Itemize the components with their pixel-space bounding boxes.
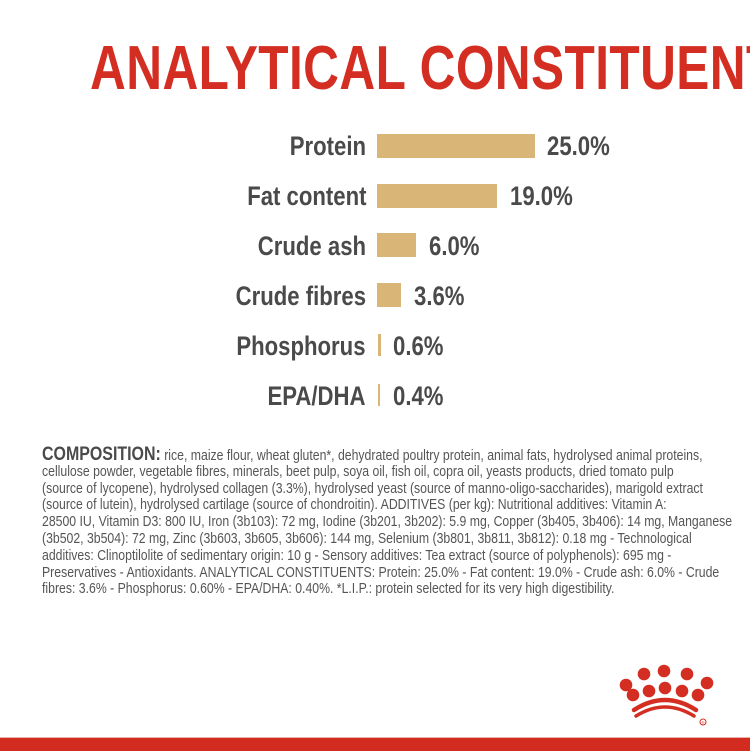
composition-line: COMPOSITION: rice, maize flour, wheat gl… [42,444,703,465]
chart-row-crude-ash: Crude ash 6.0% [0,231,750,261]
composition-line: cellulose powder, vegetable fibres, mine… [42,463,674,480]
row-label: Crude ash [257,231,366,261]
composition-line: (3b502, 3b504): 72 mg, Zinc (3b603, 3b60… [42,530,692,547]
title-container: ANALYTICAL CONSTITUENTS [0,36,750,102]
svg-text:®: ® [702,720,705,725]
row-value: 0.4% [393,381,444,411]
row-label: Protein [289,131,366,161]
page-title: ANALYTICAL CONSTITUENTS [90,34,750,103]
composition-line: (source of lutein), hydrolysed cartilage… [42,497,667,514]
row-label: Phosphorus [236,331,366,361]
composition-line: additives: Clinoptilolite of sedimentary… [42,547,672,564]
composition-line-text: rice, maize flour, wheat gluten*, dehydr… [160,448,703,464]
row-value: 19.0% [510,181,573,211]
chart-row-epa-dha: EPA/DHA 0.4% [0,381,750,411]
bar-crude-ash [377,233,416,257]
bar-crude-fibres [377,283,401,307]
composition-line: 28500 IU, Vitamin D3: 800 IU, Iron (3b10… [42,514,733,531]
row-value: 3.6% [414,281,465,311]
bar-phosphorus [378,334,381,356]
crown-icon: ® [619,664,714,726]
chart-row-crude-fibres: Crude fibres 3.6% [0,281,750,311]
composition-text: COMPOSITION: rice, maize flour, wheat gl… [42,444,742,598]
row-value: 25.0% [547,131,610,161]
bar-fat-content [377,184,497,208]
row-value: 6.0% [429,231,480,261]
row-label: Fat content [246,181,366,211]
brand-footer-bar [0,737,750,751]
chart-row-protein: Protein 25.0% [0,131,750,161]
chart-row-fat-content: Fat content 19.0% [0,181,750,211]
bar-epa-dha [378,384,380,406]
composition-line: Preservatives - Antioxidants. ANALYTICAL… [42,564,720,581]
chart-row-phosphorus: Phosphorus 0.6% [0,331,750,361]
row-value: 0.6% [393,331,444,361]
composition-line: (source of lycopene), hydrolysed collage… [42,480,703,497]
bar-protein [377,134,535,158]
brand-logo: ® [610,660,720,730]
row-label: EPA/DHA [267,381,366,411]
composition-label: COMPOSITION: [42,444,161,465]
row-label: Crude fibres [235,281,366,311]
composition-line: fibres: 3.6% - Phosphorus: 0.60% - EPA/D… [42,581,615,598]
